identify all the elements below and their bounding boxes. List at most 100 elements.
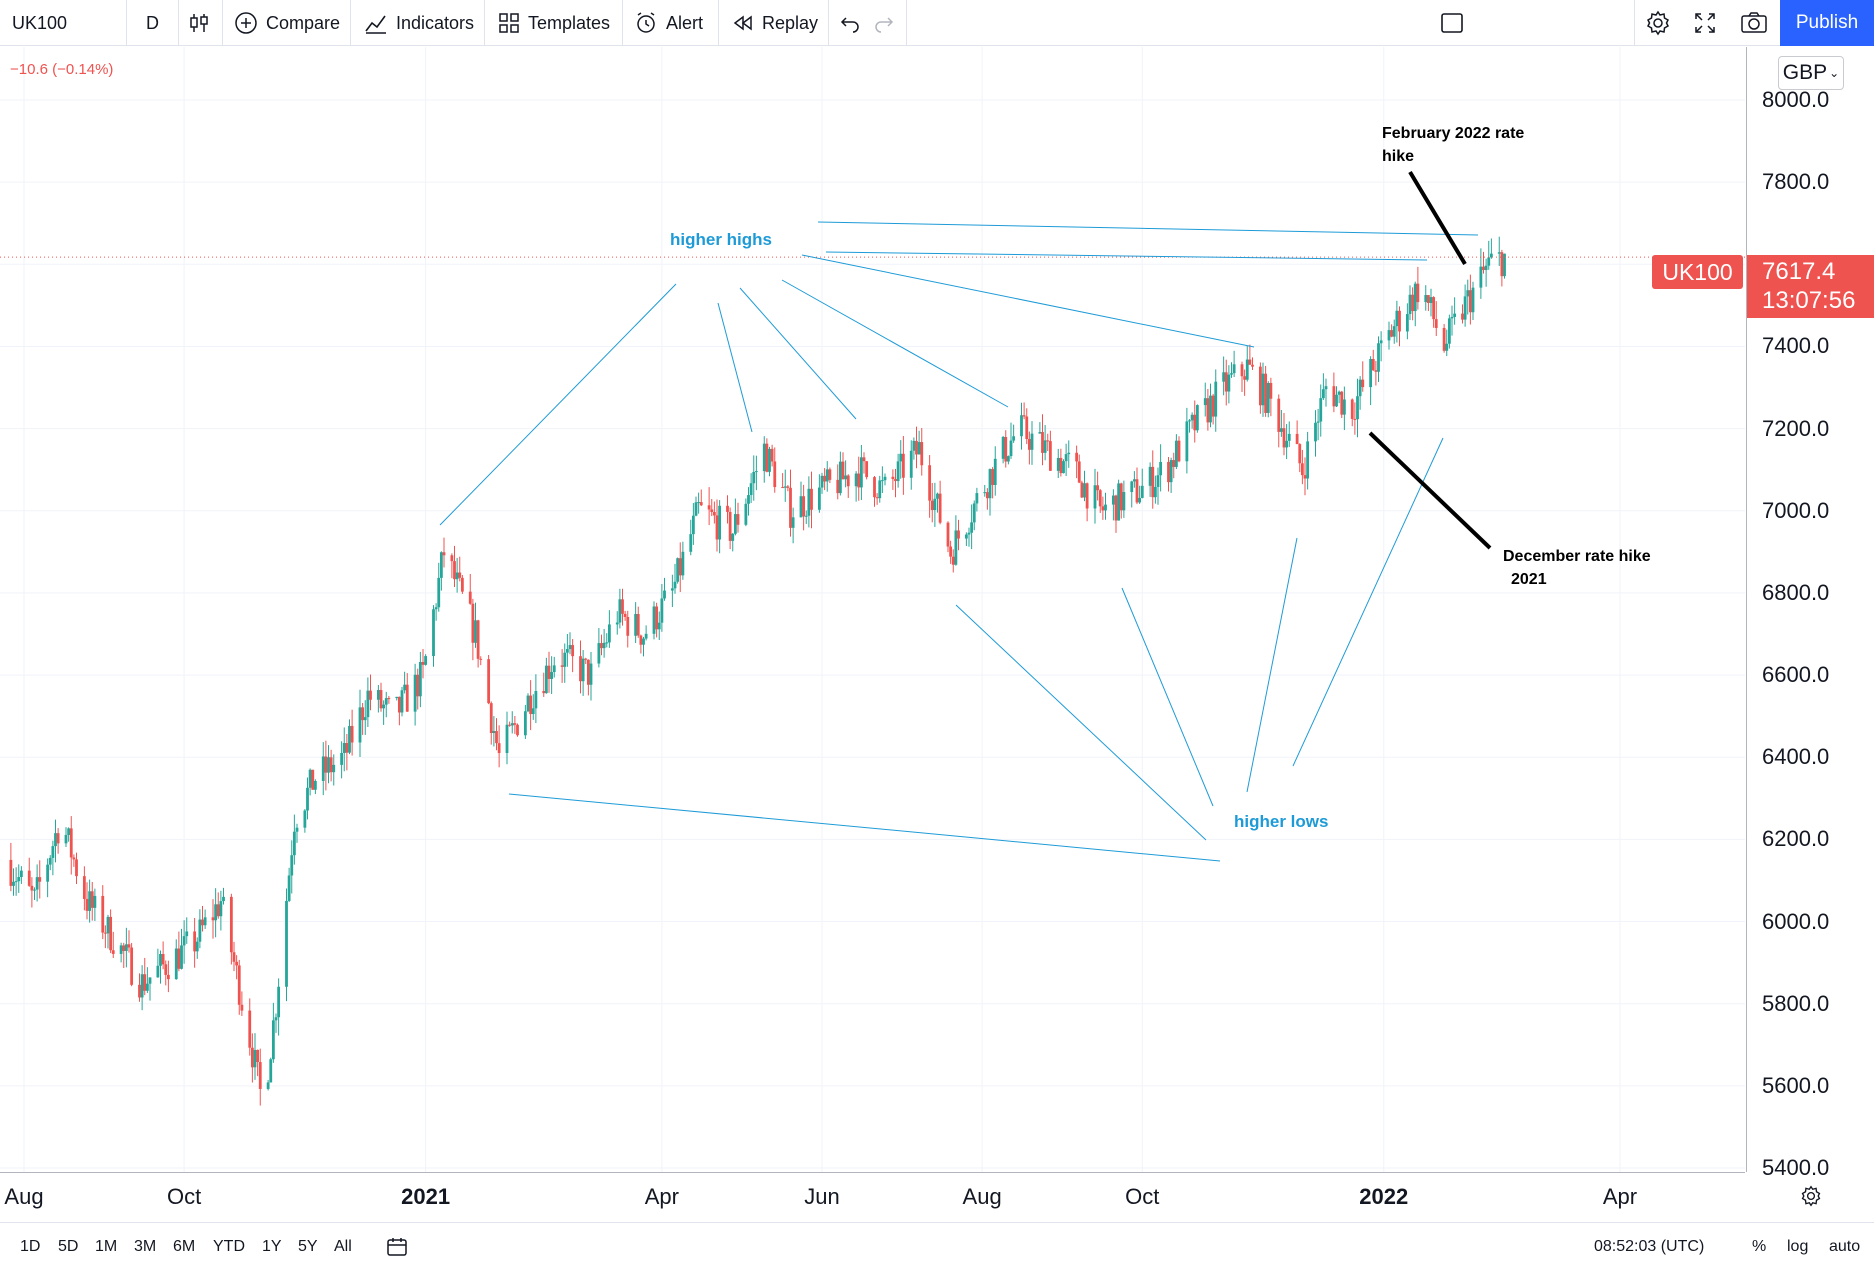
candle-body xyxy=(726,505,729,512)
percent-scale-toggle[interactable]: % xyxy=(1752,1238,1767,1255)
candle-body xyxy=(313,780,317,790)
candle-body xyxy=(1193,414,1197,431)
range-button-all[interactable]: All xyxy=(334,1238,352,1255)
currency-label: GBP xyxy=(1782,61,1828,84)
range-button-6m[interactable]: 6M xyxy=(173,1238,196,1255)
candle-body xyxy=(395,696,399,699)
candle-body xyxy=(397,696,401,713)
candle-body xyxy=(1030,433,1034,450)
candle-body xyxy=(67,828,71,835)
redo-button[interactable] xyxy=(874,0,902,46)
candle-body xyxy=(269,1059,273,1083)
candle-body xyxy=(660,598,664,623)
candle-body xyxy=(38,877,42,882)
candle-body xyxy=(1426,295,1430,303)
time-tick-label: Oct xyxy=(167,1184,202,1209)
indicators-button[interactable]: Indicators xyxy=(364,0,474,46)
candle-body xyxy=(19,870,23,878)
candle-body xyxy=(27,870,31,886)
feb-rate-hike-arrow xyxy=(1408,170,1467,266)
plus-circle-icon xyxy=(235,12,257,34)
symbol-search-button[interactable]: UK100 xyxy=(12,0,67,46)
candle-body xyxy=(111,950,115,954)
candle-body xyxy=(416,674,420,697)
candle-body xyxy=(340,752,344,765)
candle-body xyxy=(75,859,78,877)
candle-body xyxy=(400,690,404,713)
candle-body xyxy=(644,633,648,639)
currency-selector[interactable]: GBP ⌄ xyxy=(1778,56,1844,90)
price-chart[interactable] xyxy=(0,47,1745,1172)
undo-button[interactable] xyxy=(840,0,868,46)
templates-button[interactable]: Templates xyxy=(498,0,610,46)
replay-icon xyxy=(733,15,752,31)
goto-date-button[interactable] xyxy=(386,1223,408,1271)
candle-body xyxy=(287,875,291,901)
range-button-5y[interactable]: 5Y xyxy=(298,1238,318,1255)
candle-body xyxy=(1361,379,1365,388)
compare-button[interactable]: Compare xyxy=(234,0,340,46)
candle-body xyxy=(970,522,974,533)
candle-body xyxy=(752,471,756,484)
candle-body xyxy=(88,891,92,911)
replay-button[interactable]: Replay xyxy=(732,0,818,46)
candle-body xyxy=(1132,479,1136,482)
candle-body xyxy=(439,552,443,578)
range-button-3m[interactable]: 3M xyxy=(134,1238,157,1255)
candle-body xyxy=(964,534,968,539)
candle-body xyxy=(983,492,987,494)
candle-body xyxy=(1167,461,1170,483)
candle-body xyxy=(1479,266,1483,288)
candle-body xyxy=(678,558,682,576)
alert-button[interactable]: Alert xyxy=(634,0,703,46)
range-button-5d[interactable]: 5D xyxy=(58,1238,79,1255)
candle-body xyxy=(915,440,918,455)
candle-body xyxy=(1240,364,1244,377)
time-axis[interactable] xyxy=(0,1172,1745,1223)
candle-body xyxy=(505,724,509,754)
camera-icon xyxy=(1741,12,1767,33)
candle-body xyxy=(1243,376,1247,380)
candle-body xyxy=(308,769,312,788)
higher-lows-pointer xyxy=(1292,437,1444,767)
range-button-ytd[interactable]: YTD xyxy=(213,1238,245,1255)
candle-body xyxy=(736,514,740,525)
snapshot-button[interactable] xyxy=(1740,0,1776,46)
candle-body xyxy=(715,515,719,540)
price-tick-label: 5400.0 xyxy=(1762,1155,1830,1180)
candle-body xyxy=(565,649,569,653)
candle-body xyxy=(1319,398,1323,422)
settings-button[interactable] xyxy=(1645,0,1679,46)
candle-body xyxy=(442,552,446,556)
log-scale-toggle[interactable]: log xyxy=(1787,1238,1809,1255)
candle-body xyxy=(1046,440,1050,442)
price-axis[interactable] xyxy=(1746,47,1874,1172)
candle-body xyxy=(248,1010,252,1048)
candle-body xyxy=(1392,326,1396,337)
candle-body xyxy=(1230,373,1233,375)
interval-button[interactable]: D xyxy=(146,0,159,46)
candle-body xyxy=(468,591,472,604)
candle-body xyxy=(250,1047,254,1068)
candle-body xyxy=(1353,418,1357,420)
candle-body xyxy=(552,665,556,673)
chart-type-button[interactable] xyxy=(188,0,218,46)
candle-body xyxy=(1195,405,1199,431)
candle-body xyxy=(642,638,645,645)
candle-body xyxy=(602,642,606,649)
candle-body xyxy=(193,931,197,952)
utc-clock[interactable]: 08:52:03 (UTC) xyxy=(1594,1238,1705,1255)
range-button-1m[interactable]: 1M xyxy=(95,1238,118,1255)
range-button-1d[interactable]: 1D xyxy=(20,1238,41,1255)
templates-icon xyxy=(499,13,519,33)
axis-settings-button[interactable] xyxy=(1800,1185,1822,1212)
candle-body xyxy=(1416,283,1420,303)
layout-button[interactable] xyxy=(1440,0,1472,46)
publish-button[interactable]: Publish xyxy=(1780,0,1874,46)
candle-body xyxy=(1085,483,1089,509)
fullscreen-button[interactable] xyxy=(1694,0,1724,46)
range-button-1y[interactable]: 1Y xyxy=(262,1238,282,1255)
candle-body xyxy=(859,457,863,488)
auto-scale-toggle[interactable]: auto xyxy=(1829,1238,1861,1255)
candle-body xyxy=(694,502,698,516)
